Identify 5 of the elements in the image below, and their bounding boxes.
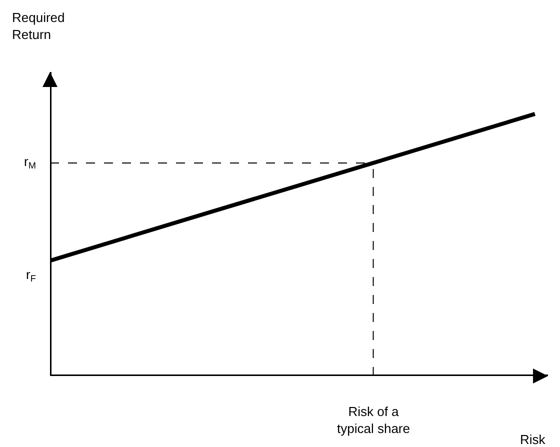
x-axis-title: Risk (520, 432, 546, 447)
ref-line-label: r$_{M}$ (24, 154, 36, 171)
text: Required Return (12, 10, 65, 42)
text: Risk of a typical share (337, 404, 410, 436)
text: r$_{F}$ (26, 267, 36, 284)
